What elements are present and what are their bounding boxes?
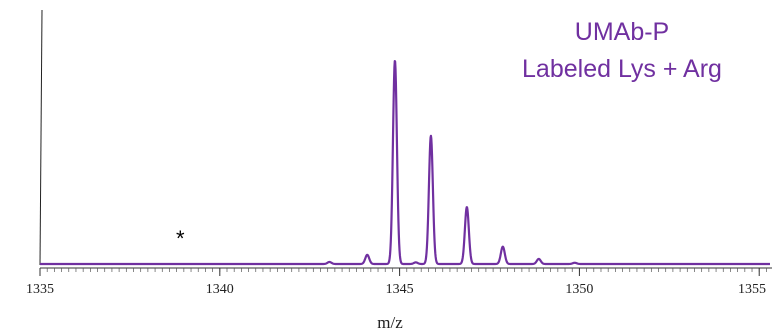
x-axis-minor-ticks [39, 268, 767, 272]
y-axis-line [39, 9, 43, 266]
chart-title-line-2: Labeled Lys + Arg [522, 55, 722, 83]
x-axis-major-ticks [39, 268, 760, 276]
x-tick-label: 1340 [206, 282, 234, 297]
x-axis-tick-labels: 1335 1340 1345 1350 1355 [26, 282, 766, 297]
x-tick-label: 1350 [565, 282, 593, 297]
x-tick-label: 1345 [386, 282, 414, 297]
chart-title-line-1: UMAb-P [575, 18, 669, 46]
x-tick-label: 1355 [738, 282, 766, 297]
x-tick-label: 1335 [26, 282, 54, 297]
x-axis-label: m/z [377, 313, 403, 332]
annotation-asterisk: * [176, 226, 185, 251]
spectrum-series-line [39, 60, 771, 266]
